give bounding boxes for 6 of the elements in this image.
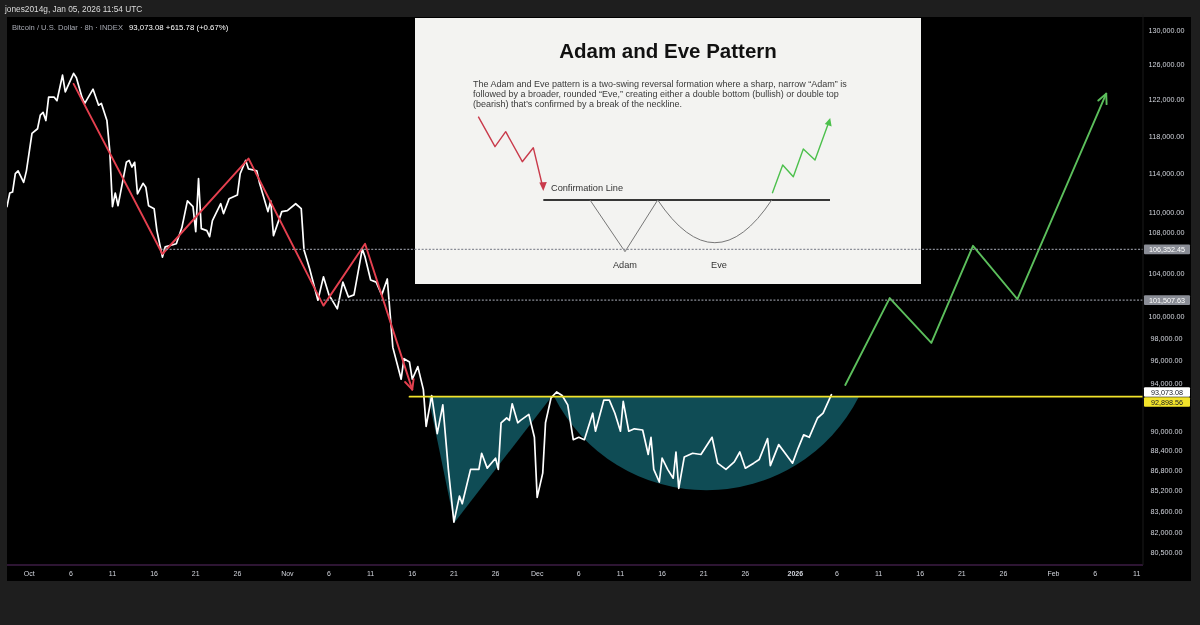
- annotation: Adam: [612, 259, 638, 270]
- text: jones2014g, Jan 05, 2026 11:54 UTC: [4, 4, 143, 14]
- annotation: Adam and Eve Pattern: [559, 38, 777, 62]
- annotation: Confirmation Line: [551, 182, 624, 193]
- annotation: Eve: [711, 259, 727, 270]
- annotation: The Adam and Eve pattern is a two-swing reversal formation where a sharp, narrow “Adam” is followed by a broader, rounded “Eve,” creating either a double bottom (bullish) or double top (bearish) that’s confirmed by a break of the neckline.: [473, 79, 848, 110]
